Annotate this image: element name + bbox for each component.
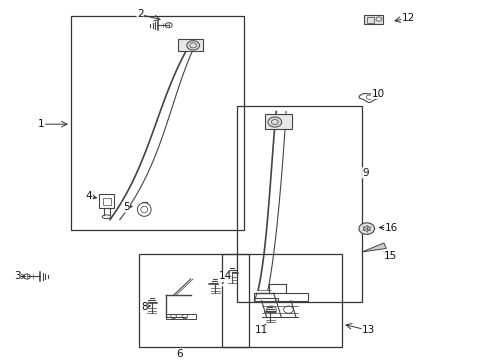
Bar bbox=[254, 293, 307, 301]
Bar bbox=[166, 314, 195, 319]
Text: 4: 4 bbox=[85, 191, 92, 201]
Text: 14: 14 bbox=[218, 271, 231, 282]
Text: 3: 3 bbox=[14, 271, 20, 282]
Text: 2: 2 bbox=[137, 9, 143, 19]
Bar bbox=[139, 254, 249, 347]
Bar bbox=[71, 16, 244, 230]
Text: 8: 8 bbox=[141, 302, 147, 312]
Text: 1: 1 bbox=[38, 119, 45, 129]
Text: 16: 16 bbox=[384, 222, 397, 233]
Bar bbox=[178, 39, 203, 51]
Text: 6: 6 bbox=[176, 348, 183, 359]
Text: 12: 12 bbox=[401, 13, 414, 23]
Bar bbox=[264, 114, 292, 129]
Text: 15: 15 bbox=[383, 251, 396, 261]
Circle shape bbox=[267, 117, 281, 127]
Text: 7: 7 bbox=[219, 276, 225, 286]
Bar bbox=[102, 198, 110, 205]
Text: 13: 13 bbox=[361, 325, 375, 336]
Circle shape bbox=[186, 41, 199, 50]
Bar bbox=[254, 298, 277, 302]
Bar bbox=[99, 194, 114, 208]
Bar bbox=[366, 17, 373, 23]
Text: 5: 5 bbox=[122, 202, 129, 212]
Text: 9: 9 bbox=[362, 168, 368, 178]
Bar bbox=[364, 15, 382, 24]
Bar bbox=[222, 254, 342, 347]
Circle shape bbox=[358, 223, 374, 234]
Text: 11: 11 bbox=[254, 325, 268, 336]
Text: 10: 10 bbox=[371, 89, 384, 99]
Bar bbox=[237, 106, 361, 302]
Polygon shape bbox=[361, 243, 386, 252]
